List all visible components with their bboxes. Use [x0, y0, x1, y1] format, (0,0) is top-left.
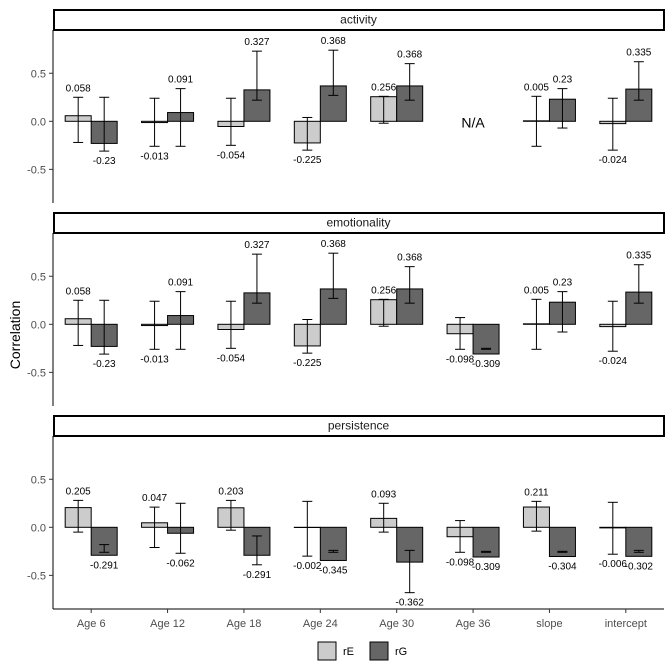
- data-label-rG: 0.091: [168, 75, 193, 86]
- data-label-rG: -0.362: [396, 598, 425, 609]
- data-label-rE: 0.093: [371, 489, 396, 500]
- panel-emotionality: emotionality 0.5 0.0 -0.5 0.058 -0.013 -0.054 -…: [27, 212, 665, 406]
- data-label-rG: -0.302: [625, 561, 654, 572]
- data-label-rG: -0.304: [548, 562, 577, 573]
- data-label-rE: -0.002: [293, 561, 322, 572]
- y-tick-label: -0.5: [27, 570, 46, 582]
- x-tick-label: intercept: [605, 618, 647, 630]
- legend-label-rG: rG: [395, 646, 407, 658]
- data-label-rG: -0.309: [472, 359, 501, 370]
- y-tick-label: 0.0: [31, 522, 46, 534]
- data-label-rG: 0.335: [626, 251, 651, 262]
- data-label-rG: -0.291: [90, 560, 119, 571]
- data-label-rE: -0.013: [140, 354, 169, 365]
- data-label-rE: 0.256: [371, 285, 396, 296]
- legend-key-rE: [317, 641, 337, 661]
- x-tick-label: Age 18: [227, 618, 262, 630]
- data-label-rE: -0.006: [599, 559, 628, 570]
- data-label-rE: 0.205: [66, 486, 91, 497]
- bar-rG: [625, 291, 653, 325]
- data-label-rG: 0.327: [244, 240, 269, 251]
- strip-emotionality: [53, 212, 665, 234]
- legend-label-rE: rE: [343, 646, 354, 658]
- data-label-rE: -0.225: [293, 358, 322, 369]
- data-label-rE: 0.005: [524, 285, 549, 296]
- y-axis-title: Correlation: [7, 301, 23, 369]
- data-label-rG: 0.091: [168, 278, 193, 289]
- data-label-rG: -0.345: [319, 565, 348, 576]
- y-tick-label: -0.5: [27, 164, 46, 176]
- y-tick-label: 0.0: [31, 319, 46, 331]
- bar-rG: [625, 526, 653, 557]
- data-label-rE: -0.098: [446, 354, 475, 365]
- x-tick-label: Age 6: [77, 618, 106, 630]
- data-label-rE: -0.054: [217, 353, 246, 364]
- data-label-rE: 0.047: [142, 493, 167, 504]
- y-tick-label: 0.5: [31, 68, 46, 80]
- legend: rE rG: [317, 641, 407, 661]
- legend-key-rG: [369, 641, 389, 661]
- data-label-rG: 0.23: [553, 75, 573, 86]
- data-label-rE: 0.203: [218, 486, 243, 497]
- panel-persistence: persistence 0.5 0.0 -0.5 0.205 0.047 0.203 -0.0…: [27, 415, 665, 609]
- strip-label: persistence: [328, 419, 390, 433]
- strip-persistence: [53, 415, 665, 437]
- y-tick-label: 0.0: [31, 116, 46, 128]
- y-tick-label: -0.5: [27, 367, 46, 379]
- x-tick-label: Age 36: [456, 618, 491, 630]
- x-tick-label: Age 12: [150, 618, 185, 630]
- data-label-rE: 0.005: [524, 82, 549, 93]
- na-label: N/A: [461, 114, 485, 130]
- data-label-rE: 0.211: [524, 487, 549, 498]
- data-label-rG: 0.368: [397, 253, 422, 264]
- strip-label: activity: [340, 13, 377, 27]
- data-label-rE: 0.058: [66, 286, 91, 297]
- data-label-rG: 0.327: [244, 37, 269, 48]
- data-label-rG: 0.368: [321, 36, 346, 47]
- x-tick-label: Age 24: [303, 618, 338, 630]
- y-tick-label: 0.5: [31, 271, 46, 283]
- data-label-rE: -0.054: [217, 150, 246, 161]
- x-tick-label: slope: [536, 618, 562, 630]
- y-tick-label: 0.5: [31, 474, 46, 486]
- data-label-rE: -0.024: [599, 155, 628, 166]
- data-label-rG: 0.368: [321, 239, 346, 250]
- bar-rG: [319, 526, 347, 561]
- data-label-rG: -0.309: [472, 562, 501, 573]
- data-label-rG: 0.23: [553, 278, 573, 289]
- panel-activity: activity 0.5 0.0 -0.5 0.058 -0.013 -0.054 -0.22…: [27, 9, 665, 203]
- strip-activity: [53, 9, 665, 31]
- data-label-rE: -0.024: [599, 356, 628, 367]
- data-label-rG: 0.335: [626, 48, 651, 59]
- data-label-rG: -0.23: [93, 156, 116, 167]
- panels: activity 0.5 0.0 -0.5 0.058 -0.013 -0.054 -0.22…: [27, 9, 665, 609]
- data-label-rG: -0.23: [93, 359, 116, 370]
- x-axis: Age 6 Age 12 Age 18 Age 24 Age 30 Age 36 slope…: [53, 608, 664, 630]
- data-label-rG: -0.291: [243, 570, 272, 581]
- x-tick-label: Age 30: [379, 618, 414, 630]
- data-label-rE: -0.013: [140, 151, 169, 162]
- data-label-rG: -0.062: [166, 558, 195, 569]
- data-label-rE: 0.058: [66, 83, 91, 94]
- data-label-rE: -0.225: [293, 155, 322, 166]
- data-label-rG: 0.368: [397, 50, 422, 61]
- data-label-rE: 0.256: [371, 82, 396, 93]
- strip-label: emotionality: [326, 216, 390, 230]
- data-label-rE: -0.098: [446, 557, 475, 568]
